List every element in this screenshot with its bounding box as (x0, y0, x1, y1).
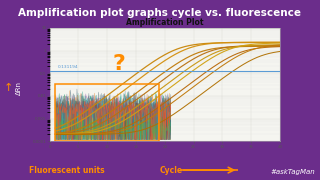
Text: Cycle: Cycle (160, 166, 183, 175)
Text: 0.131194: 0.131194 (58, 65, 78, 69)
Text: #askTagMan: #askTagMan (270, 169, 315, 175)
Text: Amplification plot graphs cycle vs. fluorescence: Amplification plot graphs cycle vs. fluo… (19, 8, 301, 18)
Text: ↑: ↑ (3, 83, 13, 93)
Text: Fluorescent units: Fluorescent units (29, 166, 104, 175)
Text: ΔRn: ΔRn (16, 81, 22, 95)
Title: Amplification Plot: Amplification Plot (126, 18, 204, 27)
Text: ?: ? (112, 54, 125, 74)
Bar (55, 84, 159, 141)
